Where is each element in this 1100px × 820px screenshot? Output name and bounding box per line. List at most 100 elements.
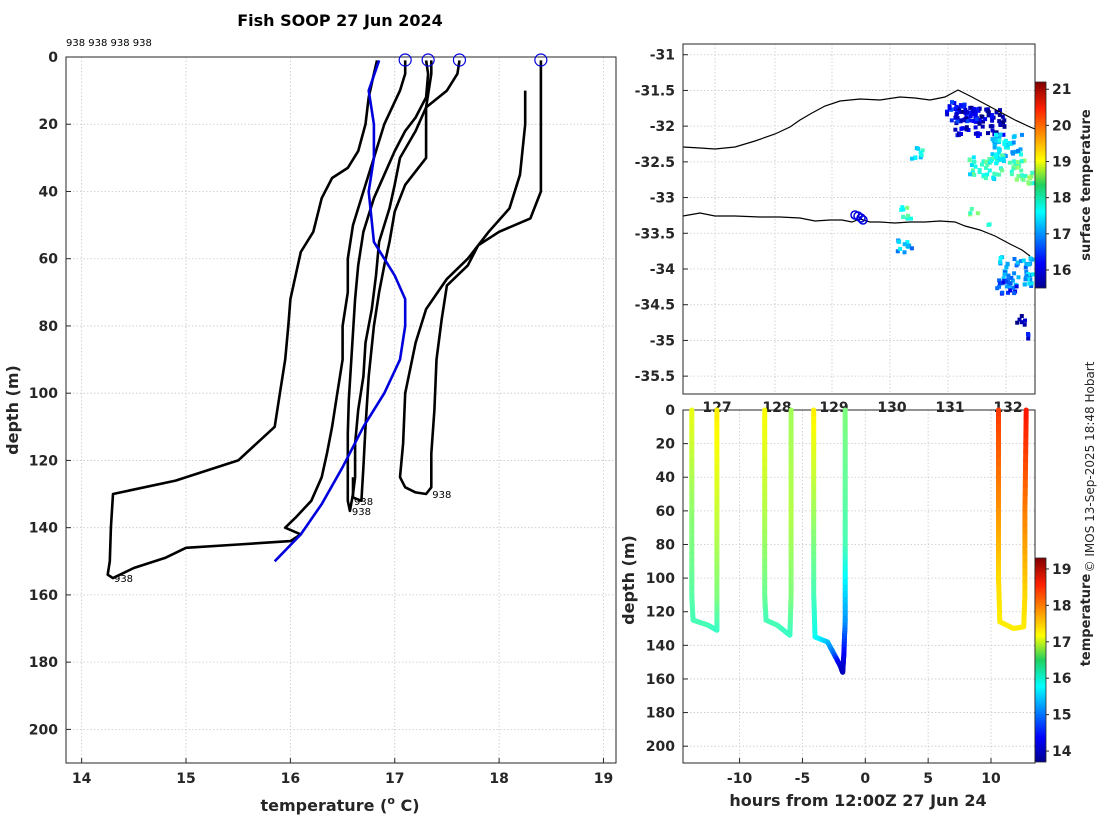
sst-cell bbox=[994, 154, 998, 159]
time-y-tick-label: 140 bbox=[646, 638, 675, 654]
sst-cell bbox=[964, 127, 969, 132]
sst-cell bbox=[1030, 181, 1035, 186]
sst-cell bbox=[1011, 285, 1016, 290]
sst-cell bbox=[977, 121, 982, 126]
sst-cell bbox=[984, 159, 988, 164]
sst-cell bbox=[1012, 257, 1017, 261]
sst-cell bbox=[918, 155, 923, 160]
sst-cell bbox=[967, 118, 972, 123]
x-tick-label: 19 bbox=[594, 771, 613, 787]
sst-cells bbox=[895, 100, 1035, 341]
y-tick-label: 100 bbox=[29, 386, 58, 402]
sst-cell bbox=[955, 116, 960, 121]
sst-cell bbox=[1002, 270, 1007, 275]
temp-cb-tick-label: 17 bbox=[1052, 635, 1071, 651]
time-y-tick-label: 80 bbox=[656, 537, 676, 553]
sst-cell bbox=[994, 161, 999, 166]
sst-cell bbox=[981, 173, 986, 178]
sst-cell bbox=[1016, 174, 1021, 178]
sst-cell bbox=[949, 118, 954, 123]
sst-cell bbox=[970, 112, 975, 116]
map-cb-tick-label: 16 bbox=[1052, 263, 1071, 279]
sst-cell bbox=[945, 112, 950, 117]
map-y-tick-label: -33.5 bbox=[635, 226, 675, 242]
sst-cell bbox=[989, 158, 994, 163]
y-tick-label: 120 bbox=[29, 453, 58, 469]
sst-cell bbox=[902, 250, 907, 255]
sst-cell bbox=[994, 110, 999, 115]
sst-cell bbox=[1004, 265, 1009, 269]
sst-cell bbox=[1000, 290, 1005, 295]
sst-cell bbox=[975, 134, 980, 138]
sst-cell bbox=[905, 244, 910, 248]
time-x-tick-label: 10 bbox=[981, 771, 1001, 787]
x-tick-label: 15 bbox=[176, 771, 195, 787]
profile-3-line bbox=[351, 60, 461, 503]
sst-cell bbox=[913, 156, 918, 160]
sst-cell bbox=[989, 113, 994, 117]
sst-cell bbox=[958, 103, 963, 108]
sst-cell bbox=[1026, 180, 1031, 185]
sst-cell bbox=[1004, 284, 1009, 289]
sst-cell bbox=[1016, 148, 1021, 153]
x-tick-label: 14 bbox=[72, 771, 92, 787]
sst-cell bbox=[1019, 314, 1024, 318]
profile-1-end-label: 938 bbox=[114, 574, 133, 585]
sst-cell bbox=[991, 155, 996, 160]
sst-cell bbox=[1020, 132, 1024, 137]
sst-cell bbox=[981, 159, 986, 164]
sst-cell bbox=[1030, 272, 1035, 277]
profile-1-line bbox=[106, 60, 407, 580]
sst-cell bbox=[992, 171, 997, 176]
sst-cell bbox=[962, 118, 967, 123]
sst-cell bbox=[998, 260, 1003, 265]
sst-cell bbox=[909, 246, 914, 251]
sst-cell bbox=[1030, 170, 1035, 175]
sst-cell bbox=[909, 216, 913, 221]
sst-cell bbox=[959, 109, 964, 114]
sst-cell bbox=[963, 107, 968, 112]
sst-cell bbox=[986, 131, 990, 136]
sst-cell bbox=[909, 156, 914, 161]
sst-cell bbox=[1011, 164, 1016, 169]
sst-cell bbox=[972, 159, 977, 164]
sst-cell bbox=[1007, 141, 1012, 146]
sst-cell bbox=[898, 246, 903, 251]
sst-cell bbox=[1007, 281, 1012, 286]
sst-cell bbox=[967, 110, 972, 115]
sst-cell bbox=[980, 162, 984, 167]
map-y-tick-label: -31.5 bbox=[635, 83, 675, 99]
sst-cell bbox=[990, 137, 995, 142]
sst-cell bbox=[1004, 143, 1009, 148]
time-depth-axes-frame bbox=[682, 409, 1036, 764]
sst-cell bbox=[987, 168, 992, 173]
time-y-tick-label: 100 bbox=[646, 571, 675, 587]
sst-cell bbox=[1021, 177, 1026, 182]
x-tick-label: 18 bbox=[489, 771, 508, 787]
sst-cell bbox=[1000, 114, 1005, 119]
temperature-colorbar-gradient bbox=[1034, 557, 1047, 763]
sst-cell bbox=[1000, 153, 1005, 158]
sst-cell bbox=[1023, 265, 1028, 270]
chart-title: Fish SOOP 27 Jun 2024 bbox=[237, 11, 443, 30]
sst-cell bbox=[959, 126, 964, 131]
time-y-tick-label: 20 bbox=[656, 437, 676, 453]
time-depth-grid bbox=[683, 409, 1035, 763]
map-x-tick-label: 128 bbox=[762, 400, 791, 416]
temp-cb-tick-label: 18 bbox=[1052, 598, 1071, 614]
sst-cell bbox=[998, 255, 1003, 260]
sst-cell bbox=[971, 106, 976, 111]
sst-cell bbox=[1001, 159, 1006, 164]
profile-grid bbox=[66, 56, 616, 763]
sst-cell bbox=[1006, 290, 1010, 295]
sst-cell bbox=[1001, 276, 1006, 281]
sst-cell bbox=[1001, 132, 1006, 137]
temperature-colorbar-label: temperature bbox=[1079, 574, 1094, 667]
sst-cell bbox=[1016, 275, 1021, 280]
sst-cell bbox=[957, 109, 962, 114]
surface-marker bbox=[421, 53, 435, 67]
profile-2-end-label: 938 bbox=[352, 507, 371, 518]
profile-y-ticks: 0 20 40 60 80 100 120 140 160 180 200 bbox=[29, 50, 71, 738]
sst-cell bbox=[971, 119, 976, 123]
